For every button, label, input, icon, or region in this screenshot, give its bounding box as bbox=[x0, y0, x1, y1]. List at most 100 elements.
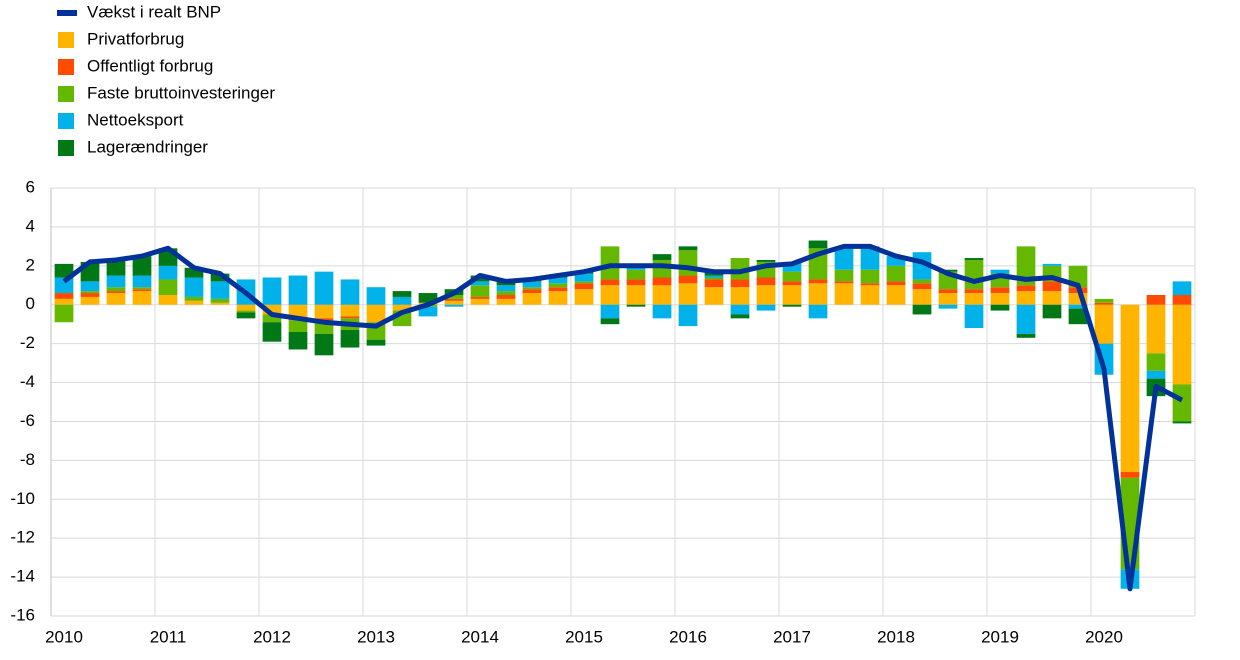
bar-segment bbox=[470, 296, 490, 299]
bar-segment bbox=[574, 273, 594, 282]
bar-segment bbox=[1016, 246, 1036, 286]
bar-segment bbox=[106, 287, 126, 292]
bar-segment bbox=[548, 291, 568, 305]
bar-segment bbox=[548, 287, 568, 292]
bar-segment bbox=[782, 281, 802, 286]
bar-segment bbox=[262, 322, 282, 342]
bar-segment bbox=[860, 269, 880, 284]
bar-segment bbox=[80, 296, 100, 305]
bar-segment bbox=[132, 287, 152, 290]
x-tick-label: 2010 bbox=[45, 627, 83, 646]
bar-segment bbox=[1146, 353, 1166, 371]
bar-segment bbox=[470, 298, 490, 305]
bar-segment bbox=[314, 271, 334, 305]
x-tick-label: 2012 bbox=[253, 627, 291, 646]
bar-segment bbox=[262, 314, 282, 323]
bar-segment bbox=[860, 283, 880, 286]
bar-segment bbox=[756, 285, 776, 305]
bar-segment bbox=[1094, 302, 1114, 305]
bar-segment bbox=[132, 275, 152, 288]
y-tick-label: 6 bbox=[26, 177, 35, 196]
bar-segment bbox=[886, 265, 906, 282]
bar-segment bbox=[444, 295, 464, 299]
bar-segment bbox=[496, 285, 516, 292]
bar-segment bbox=[392, 304, 412, 311]
bar-segment bbox=[1172, 304, 1192, 385]
bar-segment bbox=[548, 283, 568, 288]
bar-segment bbox=[1042, 304, 1062, 319]
bar-segment bbox=[600, 304, 620, 319]
bar-segment bbox=[834, 246, 854, 270]
bar-segment bbox=[574, 283, 594, 290]
bar-segment bbox=[990, 287, 1010, 294]
bar-segment bbox=[730, 314, 750, 319]
bar-segment bbox=[522, 289, 542, 294]
bar-segment bbox=[652, 304, 672, 319]
bar-segment bbox=[366, 287, 386, 305]
bar-segment bbox=[522, 287, 542, 290]
bar-segment bbox=[808, 283, 828, 305]
x-tick-label: 2020 bbox=[1085, 627, 1123, 646]
bar-segment bbox=[626, 279, 646, 286]
bar-segment bbox=[314, 333, 334, 356]
bar-segment bbox=[1016, 285, 1036, 292]
bar-segment bbox=[184, 277, 204, 297]
bar-segment bbox=[54, 263, 74, 278]
bar-segment bbox=[496, 295, 516, 299]
bar-segment bbox=[522, 281, 542, 288]
y-tick-label: -8 bbox=[20, 450, 35, 469]
bar-segment bbox=[184, 267, 204, 278]
bar-segment bbox=[236, 312, 256, 319]
bar-segment bbox=[210, 281, 230, 299]
bar-segment bbox=[964, 304, 984, 329]
y-tick-label: -6 bbox=[20, 411, 35, 430]
bar-segment bbox=[886, 256, 906, 266]
bar-segment bbox=[340, 316, 360, 319]
bar-segment bbox=[938, 293, 958, 305]
bar-segment bbox=[678, 250, 698, 276]
bar-segment bbox=[886, 281, 906, 286]
bar-segment bbox=[964, 293, 984, 305]
x-tick-label: 2019 bbox=[981, 627, 1019, 646]
bar-segment bbox=[288, 304, 308, 319]
legend-swatch bbox=[58, 113, 74, 129]
bar-segment bbox=[1172, 384, 1192, 422]
bar-segment bbox=[54, 304, 74, 323]
bar-segment bbox=[340, 304, 360, 317]
y-tick-label: -16 bbox=[10, 605, 35, 624]
bar-segment bbox=[964, 258, 984, 260]
bar-segment bbox=[444, 298, 464, 301]
bar-segment bbox=[626, 285, 646, 305]
bar-segment bbox=[574, 289, 594, 305]
bar-segment bbox=[496, 291, 516, 295]
bar-segment bbox=[652, 285, 672, 305]
bar-segment bbox=[288, 320, 308, 332]
bar-segment bbox=[1146, 304, 1166, 354]
bar-segment bbox=[1172, 295, 1192, 305]
bar-segment bbox=[912, 279, 932, 284]
bar-segment bbox=[834, 269, 854, 282]
bar-segment bbox=[756, 259, 776, 262]
bar-segment bbox=[626, 269, 646, 280]
bar-segment bbox=[132, 256, 152, 276]
bar-segment bbox=[80, 291, 100, 294]
bar-segment bbox=[730, 287, 750, 305]
legend-swatch bbox=[58, 140, 74, 156]
bar-segment bbox=[444, 304, 464, 307]
bar-segment bbox=[1042, 281, 1062, 292]
bar-segment bbox=[600, 318, 620, 325]
bar-segment bbox=[1094, 298, 1114, 303]
bar-segment bbox=[756, 277, 776, 286]
bar-segment bbox=[1042, 291, 1062, 305]
bar-segment bbox=[340, 279, 360, 305]
bar-segment bbox=[808, 240, 828, 249]
legend-line-icon bbox=[57, 10, 77, 16]
bar-segment bbox=[990, 269, 1010, 274]
bar-segment bbox=[808, 304, 828, 319]
bar-segment bbox=[704, 279, 724, 288]
bar-segment bbox=[1146, 370, 1166, 379]
x-tick-label: 2018 bbox=[877, 627, 915, 646]
bar-segment bbox=[704, 275, 724, 278]
legend-label: Offentligt forbrug bbox=[87, 56, 213, 75]
bar-segment bbox=[340, 330, 360, 348]
